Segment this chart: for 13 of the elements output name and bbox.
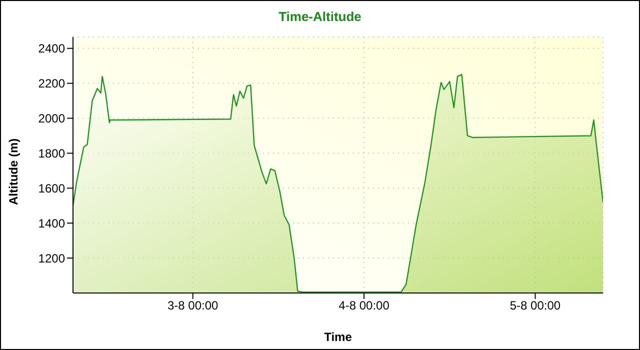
x-tick-label: 5-8 00:00 [510, 298, 561, 313]
y-tick-label: 2400 [38, 42, 66, 56]
x-axis-title: Time [324, 330, 352, 344]
y-axis-title: Altitude (m) [6, 138, 20, 205]
y-tick-label: 1800 [38, 146, 66, 160]
y-tick-label: 1600 [38, 181, 66, 196]
x-tick-label: 4-8 00:00 [338, 298, 390, 313]
y-tick-label: 1200 [38, 251, 66, 266]
y-tick-label: 2000 [38, 112, 66, 126]
y-tick-label: 2200 [38, 76, 66, 91]
x-tick-label: 3-8 00:00 [167, 298, 219, 313]
y-tick-label: 1400 [38, 216, 66, 230]
chart-title: Time-Altitude [278, 9, 362, 24]
